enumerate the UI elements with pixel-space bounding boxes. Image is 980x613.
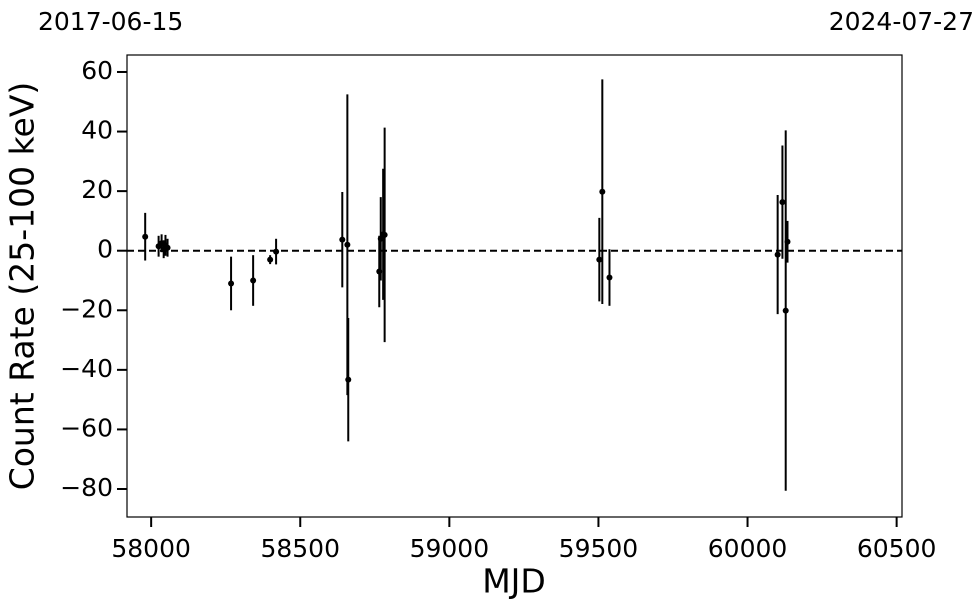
- data-point: [339, 236, 346, 243]
- data-point: [599, 188, 606, 195]
- data-point: [164, 244, 171, 251]
- data-point: [345, 376, 352, 383]
- x-tick-label: 60000: [708, 534, 788, 563]
- y-tick-label: 20: [81, 175, 113, 204]
- y-tick-label: −40: [60, 354, 113, 383]
- data-point: [250, 277, 257, 284]
- y-tick-label: −60: [60, 413, 113, 442]
- data-point: [784, 238, 791, 245]
- x-tick-label: 60500: [857, 534, 937, 563]
- x-tick-label: 58500: [260, 534, 340, 563]
- y-tick-label: 40: [81, 116, 113, 145]
- data-point: [142, 233, 149, 240]
- end-date: 2024-07-27: [829, 7, 974, 36]
- data-point: [228, 280, 235, 287]
- data-point: [381, 231, 388, 238]
- plot-frame: [126, 54, 903, 518]
- x-tick-label: 58000: [111, 534, 191, 563]
- x-tick-label: 59000: [410, 534, 490, 563]
- data-point: [267, 256, 274, 263]
- data-point: [782, 307, 789, 314]
- y-tick-label: −20: [60, 294, 113, 323]
- data-point: [344, 241, 351, 248]
- data-point: [779, 199, 786, 206]
- y-tick-label: 60: [81, 56, 113, 85]
- data-point: [774, 251, 781, 258]
- start-date: 2017-06-15: [38, 7, 183, 36]
- data-point: [273, 248, 280, 255]
- data-point: [596, 256, 603, 263]
- y-axis-label: Count Rate (25-100 keV): [3, 82, 42, 491]
- data-point: [606, 274, 613, 281]
- x-axis-label: MJD: [482, 562, 546, 601]
- x-tick-label: 59500: [559, 534, 639, 563]
- y-tick-label: 0: [97, 235, 113, 264]
- y-tick-label: −80: [60, 473, 113, 502]
